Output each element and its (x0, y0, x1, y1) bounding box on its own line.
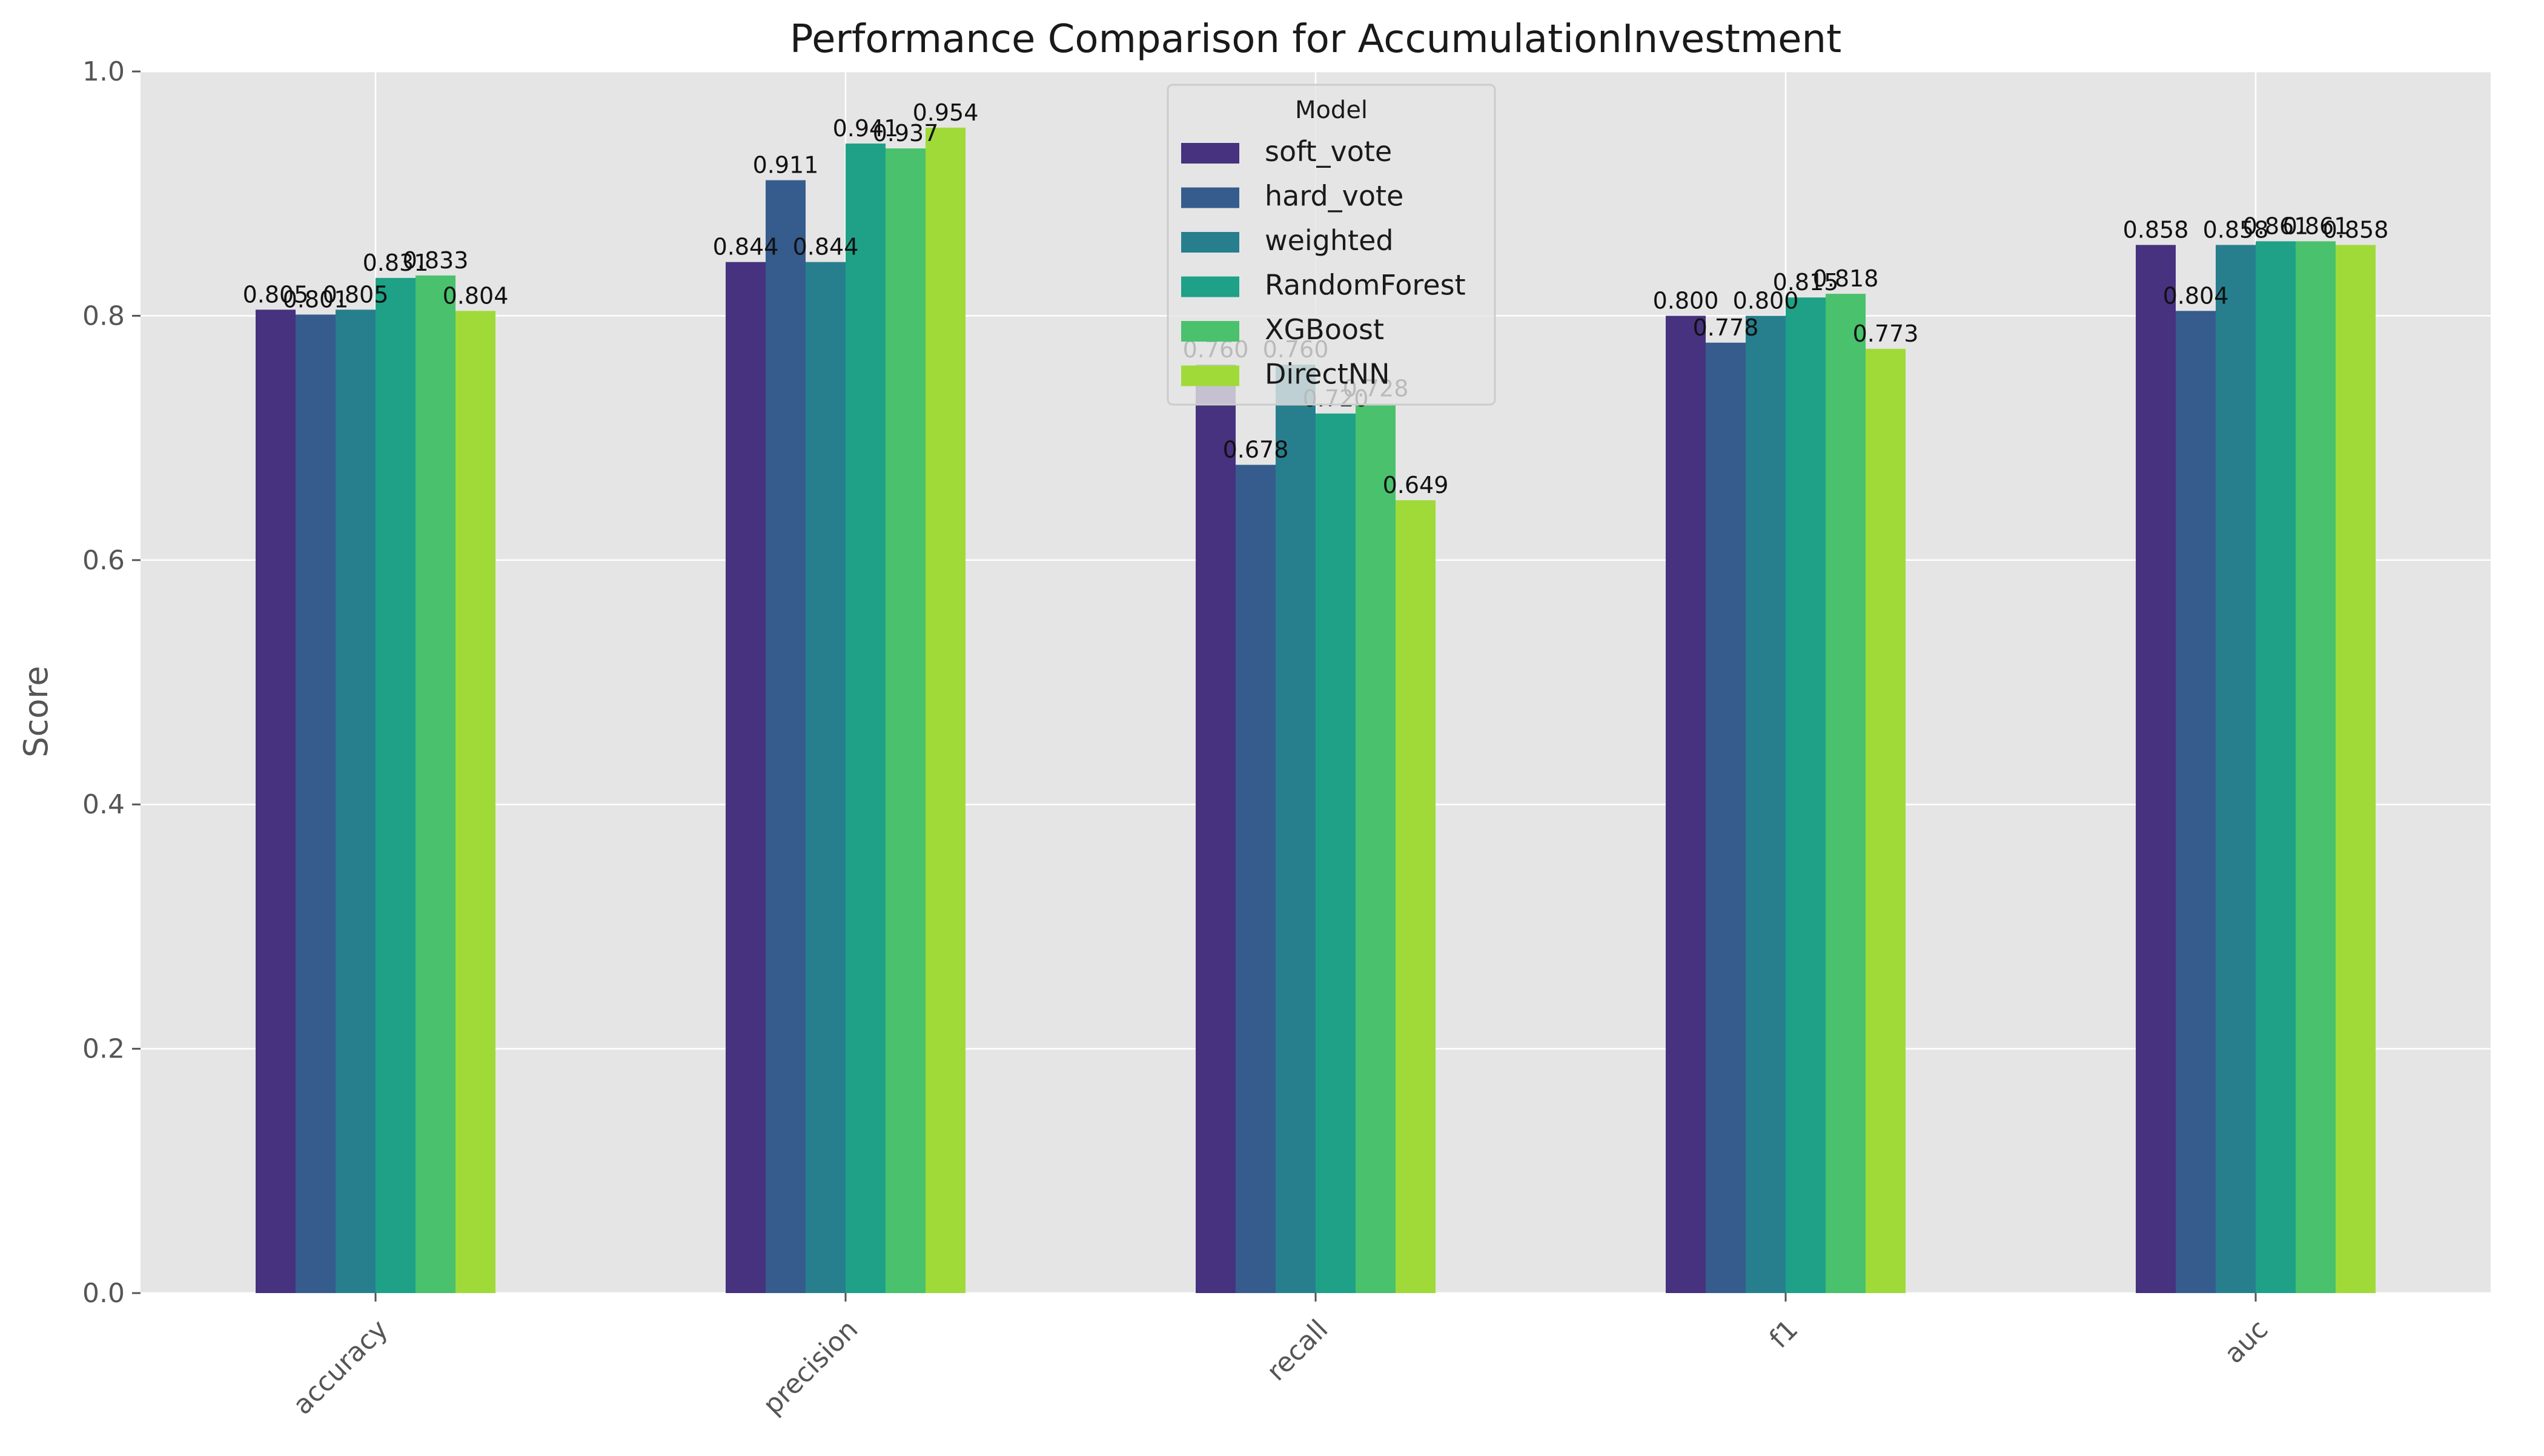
bar-value-label: 0.833 (403, 247, 469, 274)
bar (886, 148, 926, 1293)
y-axis-label: Score (17, 666, 55, 757)
bar (2136, 245, 2176, 1293)
legend-swatch (1181, 232, 1239, 253)
legend-box (1167, 84, 1496, 406)
bar (1276, 365, 1316, 1293)
legend-swatch (1181, 143, 1239, 164)
legend-label: weighted (1265, 224, 1394, 257)
bar-value-label: 0.937 (873, 120, 939, 147)
bar (1746, 316, 1786, 1293)
bar-value-label: 0.778 (1693, 314, 1759, 341)
bar-value-label: 0.804 (443, 282, 509, 309)
bar (336, 309, 376, 1294)
bar-value-label: 0.844 (793, 234, 859, 260)
bar (1826, 294, 1866, 1293)
bar (256, 309, 296, 1294)
bar (926, 127, 966, 1294)
bar-value-label: 0.815 (1773, 269, 1839, 296)
bar-value-label: 0.844 (713, 234, 779, 260)
legend-label: hard_vote (1265, 180, 1403, 213)
bar (1706, 342, 1746, 1294)
bar-value-label: 0.861 (2243, 213, 2309, 239)
bar (2256, 241, 2296, 1293)
bar (455, 311, 495, 1293)
legend-label: RandomForest (1265, 269, 1466, 302)
chart-title: Performance Comparison for AccumulationI… (790, 17, 1841, 62)
y-axis: 0.0 0.2 0.4 0.6 0.8 1.0 (82, 56, 141, 1309)
bar (2296, 241, 2336, 1293)
bar (1356, 403, 1396, 1293)
bar-value-label: 0.858 (2203, 216, 2269, 243)
legend-label: DirectNN (1265, 358, 1390, 391)
y-tick-label: 0.4 (82, 789, 125, 820)
bar (1866, 348, 1906, 1293)
y-tick-label: 1.0 (82, 56, 125, 87)
bar (1196, 365, 1236, 1293)
bar-value-label: 0.649 (1383, 472, 1449, 498)
legend-swatch (1181, 276, 1239, 297)
legend-swatch (1181, 321, 1239, 342)
bar-value-label: 0.801 (283, 286, 349, 313)
legend-swatch (1181, 365, 1239, 386)
bar-value-label: 0.861 (2283, 213, 2349, 239)
bar (1666, 316, 1706, 1293)
bar-value-label: 0.911 (753, 152, 819, 179)
bar-value-label: 0.831 (363, 250, 429, 276)
y-tick-label: 0.8 (82, 300, 125, 331)
bar-value-label: 0.858 (2323, 216, 2389, 243)
bar-value-label: 0.678 (1223, 436, 1289, 463)
legend-items: soft_vote hard_vote weighted RandomForest XG… (1181, 135, 1466, 391)
bar (1396, 500, 1436, 1293)
legend-label: XGBoost (1265, 313, 1384, 346)
bar-value-label: 0.818 (1813, 265, 1879, 292)
legend-label: soft_vote (1265, 135, 1392, 168)
bar (2336, 245, 2376, 1293)
bar (806, 262, 846, 1294)
bar-value-label: 0.805 (243, 281, 309, 308)
bar-value-label: 0.773 (1853, 320, 1919, 347)
bars (256, 127, 2376, 1294)
bar (376, 277, 416, 1293)
y-tick-label: 0.2 (82, 1034, 125, 1065)
legend-swatch (1181, 187, 1239, 208)
bar-value-label: 0.858 (2123, 216, 2189, 243)
bar (846, 144, 886, 1293)
bar (726, 262, 766, 1294)
bar-value-label: 0.800 (1733, 287, 1799, 314)
y-tick-label: 0.0 (82, 1278, 125, 1309)
bar-value-label: 0.954 (913, 99, 979, 126)
bar (1236, 465, 1276, 1293)
bar (1316, 413, 1356, 1293)
legend: Model soft_vote hard_vote weighted RandomFo… (1167, 84, 1496, 406)
bar-value-label: 0.941 (833, 115, 899, 142)
bar (296, 314, 336, 1293)
bar (766, 180, 806, 1294)
bar (2216, 245, 2256, 1293)
bar (2176, 311, 2216, 1293)
bar (1786, 297, 1826, 1293)
bar-value-label: 0.805 (323, 281, 389, 308)
bar-value-label: 0.800 (1653, 287, 1719, 314)
y-tick-label: 0.6 (82, 545, 125, 576)
bar (416, 275, 455, 1293)
legend-title: Model (1295, 96, 1368, 124)
bar-value-label: 0.804 (2163, 282, 2229, 309)
